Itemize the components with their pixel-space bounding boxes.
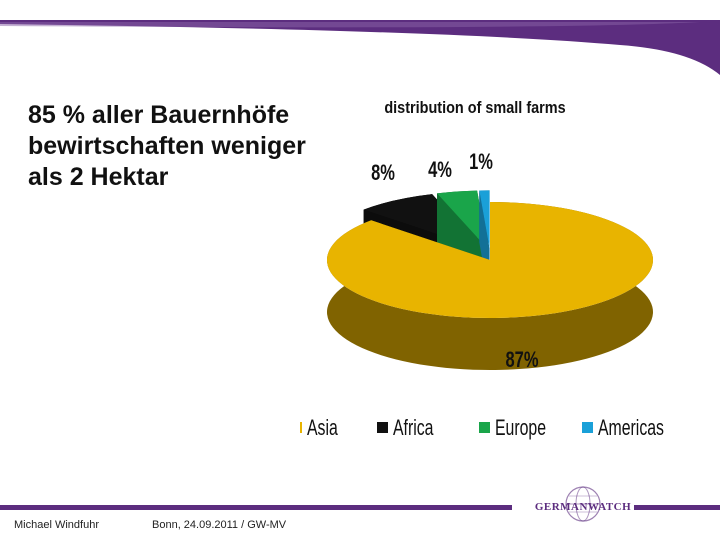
logo-text: GERMANWATCH: [534, 501, 632, 513]
footer-author: Michael Windfuhr: [14, 519, 99, 531]
pie-label-americas: 1%: [469, 150, 493, 175]
header-swoosh: [0, 20, 720, 75]
footer-divider-right: [634, 505, 720, 510]
svg-text:Europe: Europe: [495, 417, 546, 441]
chart-title: distribution of small farms: [384, 99, 566, 117]
globe-icon: [565, 486, 601, 522]
svg-text:Africa: Africa: [393, 417, 434, 441]
slide-title: 85 % aller Bauernhöfe bewirtschaften wen…: [28, 101, 306, 191]
pie-labels: 87% 8% 4% 1%: [371, 150, 538, 373]
pie-chart: distribution of small farms 87% 8% 4% 1% As…: [300, 99, 664, 441]
svg-text:Asia: Asia: [307, 417, 338, 441]
chart-legend: Asia Africa Europe Americas: [300, 417, 664, 441]
pie-slice-asia: [326, 202, 653, 370]
pie-label-europe: 4%: [428, 158, 452, 183]
legend-item-africa: Africa: [377, 417, 434, 441]
pie-label-africa: 8%: [371, 161, 395, 186]
pie-label-asia: 87%: [505, 348, 538, 373]
legend-item-europe: Europe: [479, 417, 546, 441]
svg-text:Americas: Americas: [598, 417, 664, 441]
footer-divider: [0, 505, 512, 510]
legend-item-americas: Americas: [582, 417, 664, 441]
footer-date: Bonn, 24.09.2011 / GW-MV: [152, 519, 287, 531]
pie-slices: [326, 190, 653, 370]
legend-item-asia: Asia: [300, 417, 338, 441]
germanwatch-logo: GERMANWATCH: [528, 484, 638, 528]
